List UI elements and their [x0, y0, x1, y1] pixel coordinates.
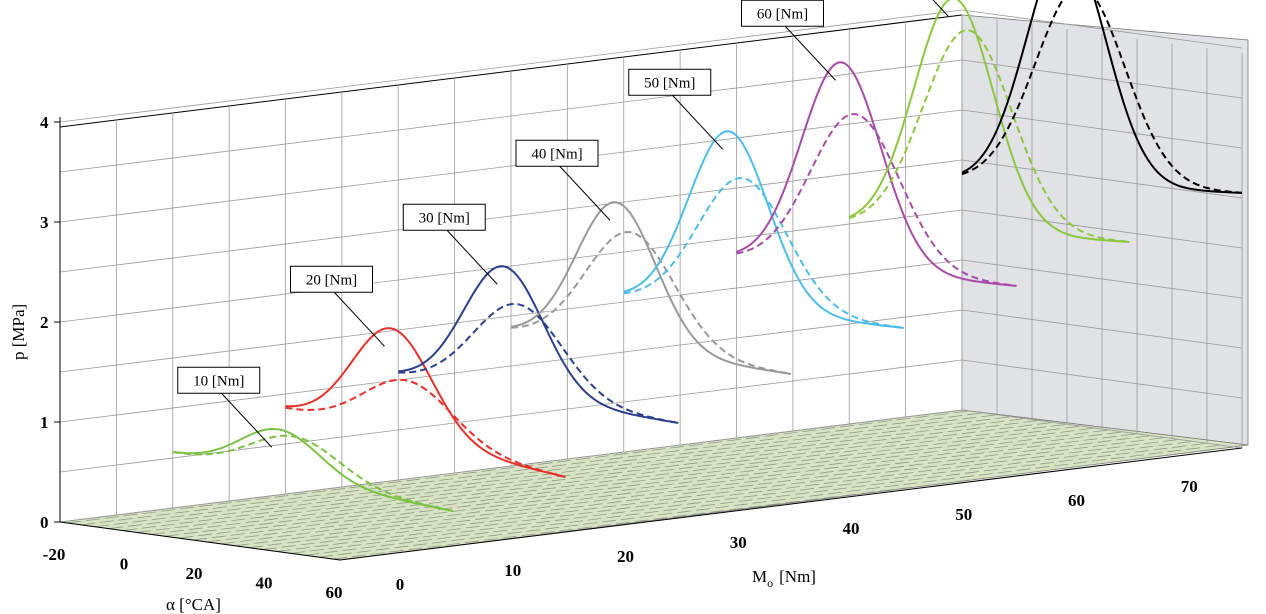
label-leader-line	[781, 21, 836, 81]
series-dashed-line	[848, 29, 1130, 243]
label-leader-line	[555, 161, 611, 221]
series-dashed-line	[172, 434, 453, 512]
alpha-tick-label: 40	[256, 574, 273, 593]
label-text: 20 [Nm]	[306, 272, 357, 288]
series-solid-line	[961, 0, 1243, 194]
label-text: 30 [Nm]	[419, 210, 470, 226]
label-box	[515, 139, 599, 167]
label-box	[628, 68, 712, 96]
series-60-nm	[736, 61, 1017, 287]
series-solid-line	[172, 428, 453, 512]
floor-plane	[59, 409, 1249, 561]
series-label: 60 [Nm]	[741, 0, 836, 81]
z-tick-label: 1	[40, 413, 49, 432]
series-50-nm	[623, 130, 904, 329]
alpha-tick-label: 0	[120, 555, 129, 574]
m-axis-title-sub: o	[767, 576, 773, 590]
label-leader-line	[442, 225, 498, 285]
m-axis-line	[339, 447, 1243, 561]
series-dashed-line	[285, 378, 566, 478]
label-leader-line	[330, 287, 385, 347]
series-labels: 10 [Nm] 20 [Nm] 30 [Nm] 40 [Nm] 50 [Nm] 60 [N…	[177, 0, 949, 448]
series-label: 30 [Nm]	[402, 203, 498, 285]
label-leader-line	[217, 388, 273, 448]
m-tick-label: 10	[504, 561, 521, 580]
m-tick-label: 50	[955, 505, 972, 524]
series-dashed-line	[510, 230, 792, 375]
alpha-tick-label: 20	[186, 564, 203, 583]
z-tick-label: 3	[40, 213, 49, 232]
series-10-nm	[172, 428, 453, 512]
series-curves	[172, 0, 1243, 512]
series-solid-line	[510, 201, 792, 375]
m-tick-label: 0	[396, 575, 405, 594]
z-tick-label: 4	[40, 113, 49, 132]
m-tick-label: 30	[730, 533, 747, 552]
series-solid-line	[736, 61, 1017, 287]
label-box	[402, 203, 486, 231]
series-label: 10 [Nm]	[177, 366, 273, 448]
series-label: 40 [Nm]	[515, 139, 611, 221]
z-tick-label: 0	[40, 513, 49, 532]
label-text: 10 [Nm]	[193, 373, 244, 389]
m-tick-label: 60	[1068, 491, 1085, 510]
series-70-nm	[848, 0, 1130, 243]
label-box	[741, 0, 824, 27]
alpha-tick-label: 60	[326, 583, 343, 602]
series-40-nm	[510, 201, 792, 375]
label-text: 50 [Nm]	[644, 75, 695, 91]
m-axis-title-main: M	[752, 567, 767, 586]
grid-line	[59, 9, 963, 123]
series-20-nm	[285, 327, 566, 478]
m-tick-label: 40	[843, 519, 860, 538]
z-axis-title: p [MPa]	[9, 304, 28, 360]
m-axis-title-unit: [Nm]	[779, 567, 816, 586]
m-axis-title: Mo [Nm]	[752, 567, 816, 590]
z-tick-label: 2	[40, 313, 49, 332]
label-leader-line	[668, 90, 724, 150]
alpha-axis-title: α [°CA]	[166, 595, 221, 614]
label-box	[290, 265, 373, 293]
series-dashed-line	[961, 0, 1243, 194]
label-text: 60 [Nm]	[757, 6, 808, 22]
series-label: 70 [Nm]	[932, 0, 949, 17]
series-solid-line	[398, 265, 679, 424]
series-80-nm	[961, 0, 1243, 194]
m-tick-label: 20	[617, 547, 634, 566]
series-label: 50 [Nm]	[628, 68, 724, 150]
label-text: 40 [Nm]	[531, 146, 582, 162]
series-solid-line	[285, 327, 566, 478]
series-dashed-line	[398, 302, 679, 424]
m-tick-label: 70	[1181, 477, 1198, 496]
grid-lines	[59, 9, 1243, 523]
alpha-tick-label: -20	[43, 545, 66, 564]
series-solid-line	[623, 130, 904, 329]
label-leader-line	[932, 0, 949, 17]
series-30-nm	[398, 265, 679, 424]
series-label: 20 [Nm]	[290, 265, 385, 347]
series-solid-line	[848, 0, 1130, 243]
label-box	[177, 366, 261, 394]
alpha-axis-line	[59, 521, 341, 561]
